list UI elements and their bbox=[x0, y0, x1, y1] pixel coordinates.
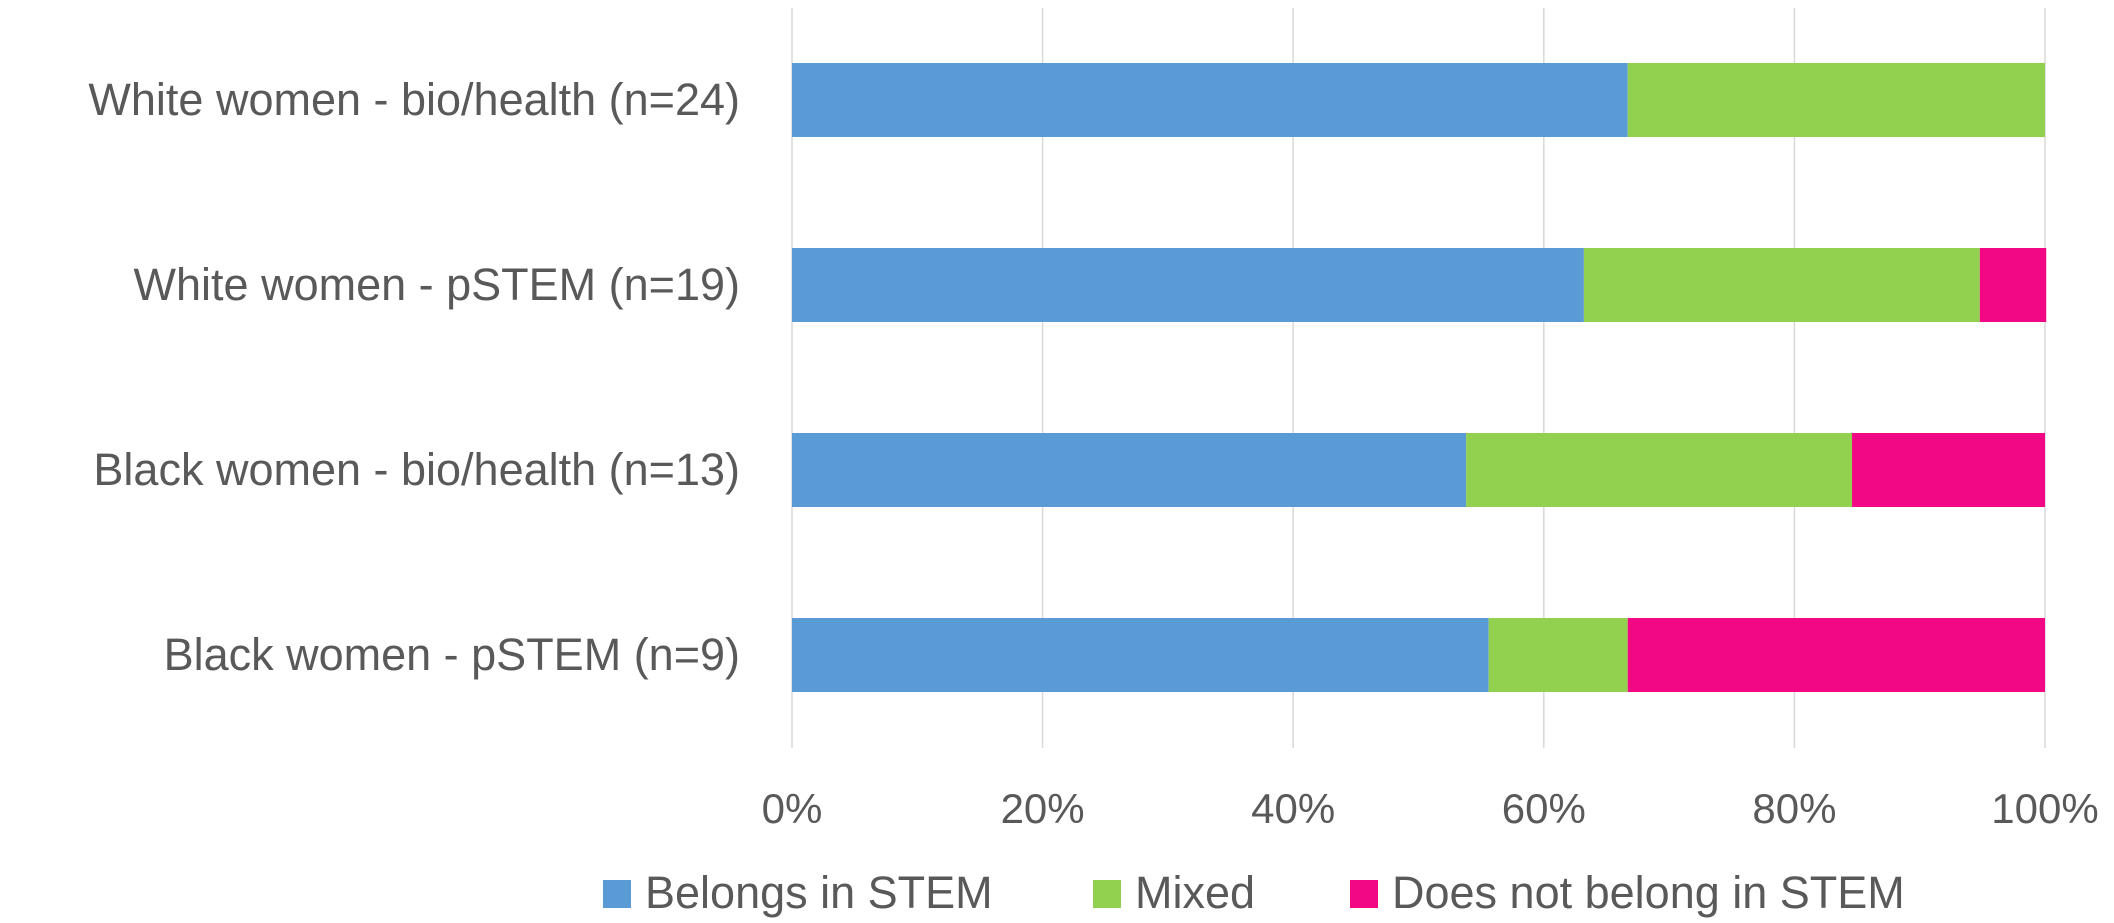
bar-mixed bbox=[1627, 63, 2045, 137]
bar-belongs-in-stem bbox=[792, 248, 1584, 322]
category-labels: White women - bio/health (n=24) White wom… bbox=[88, 74, 740, 680]
legend: Belongs in STEM Mixed Does not belong in S… bbox=[603, 867, 1905, 918]
x-tick-label: 80% bbox=[1752, 785, 1836, 832]
x-tick-label: 100% bbox=[1991, 785, 2098, 832]
legend-swatch bbox=[1093, 880, 1121, 908]
bar-does-not-belong-in-stem bbox=[1979, 248, 2047, 322]
bars bbox=[792, 63, 2047, 692]
x-tick-label: 0% bbox=[762, 785, 823, 832]
bar-mixed bbox=[1583, 248, 1980, 322]
bar-belongs-in-stem bbox=[792, 433, 1467, 507]
bar-belongs-in-stem bbox=[792, 63, 1628, 137]
bar-mixed bbox=[1488, 618, 1628, 692]
x-tick-label: 60% bbox=[1502, 785, 1586, 832]
x-tick-label: 40% bbox=[1251, 785, 1335, 832]
legend-label: Does not belong in STEM bbox=[1392, 867, 1905, 918]
legend-swatch bbox=[1350, 880, 1378, 908]
legend-label: Belongs in STEM bbox=[645, 867, 993, 918]
category-label: White women - pSTEM (n=19) bbox=[134, 259, 740, 310]
bar-does-not-belong-in-stem bbox=[1627, 618, 2045, 692]
category-label: White women - bio/health (n=24) bbox=[88, 74, 740, 125]
x-tick-labels: 0% 20% 40% 60% 80% 100% bbox=[762, 785, 2099, 832]
legend-swatch bbox=[603, 880, 631, 908]
bar-does-not-belong-in-stem bbox=[1852, 433, 2045, 507]
legend-label: Mixed bbox=[1135, 867, 1255, 918]
category-label: Black women - bio/health (n=13) bbox=[93, 444, 740, 495]
bar-mixed bbox=[1466, 433, 1853, 507]
category-label: Black women - pSTEM (n=9) bbox=[164, 629, 740, 680]
bar-belongs-in-stem bbox=[792, 618, 1489, 692]
x-tick-label: 20% bbox=[1001, 785, 1085, 832]
